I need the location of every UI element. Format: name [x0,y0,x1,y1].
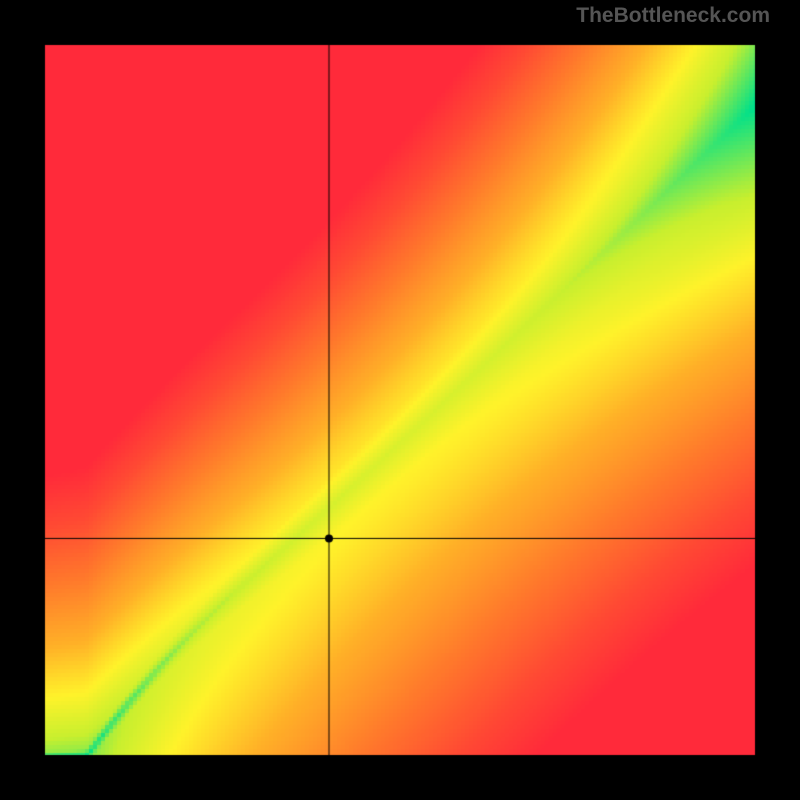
bottleneck-heatmap [0,0,800,800]
watermark-text: TheBottleneck.com [576,4,770,28]
chart-container: TheBottleneck.com [0,0,800,800]
